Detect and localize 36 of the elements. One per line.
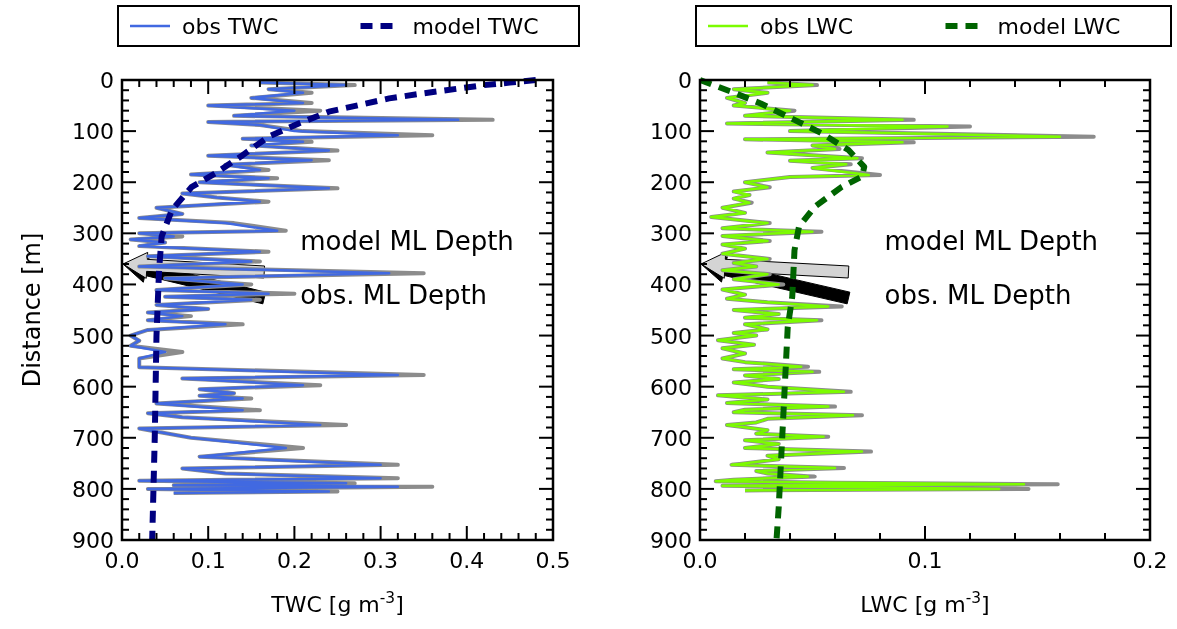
y-tick-label: 0 [100,68,114,93]
y-tick-label: 200 [650,170,692,196]
legend-label: model TWC [412,14,539,39]
annotation: model ML Depth [884,226,1099,256]
x-axis-title: LWC [g m$^{-3}$] [860,589,990,617]
legend-label: obs LWC [760,14,854,39]
y-tick-label: 400 [72,272,114,298]
y-tick-label: 500 [650,323,692,349]
x-tick-label: 0.3 [363,548,399,573]
y-tick-label: 300 [72,221,114,247]
y-tick-label: 500 [72,323,114,349]
legend-label: obs TWC [182,14,279,39]
y-tick-label: 400 [650,272,692,298]
y-axis-title: Distance [m] [18,232,46,388]
annotation: obs. ML Depth [300,280,488,310]
legend-label: model LWC [997,14,1121,39]
y-tick-label: 800 [650,476,692,502]
y-tick-label: 700 [72,425,114,451]
y-tick-label: 300 [650,221,692,247]
x-tick-label: 0.2 [276,548,312,573]
x-tick-label: 0.5 [535,548,571,573]
y-tick-label: 0 [678,68,692,93]
x-tick-label: 0.1 [190,548,226,573]
y-tick-label: 600 [72,374,114,400]
y-tick-label: 600 [650,374,692,400]
y-tick-label: 200 [72,170,114,196]
y-tick-label: 100 [72,119,114,145]
x-tick-label: 0.4 [449,548,485,573]
x-tick-label: 0.1 [907,548,943,573]
y-tick-label: 700 [650,425,692,451]
annotation: model ML Depth [300,226,514,256]
y-tick-label: 800 [72,476,114,502]
x-tick-label: 0.2 [1132,548,1168,573]
y-tick-label: 100 [650,119,692,145]
x-axis-title: TWC [g m$^{-3}$] [270,589,404,617]
annotation: obs. ML Depth [884,280,1072,310]
